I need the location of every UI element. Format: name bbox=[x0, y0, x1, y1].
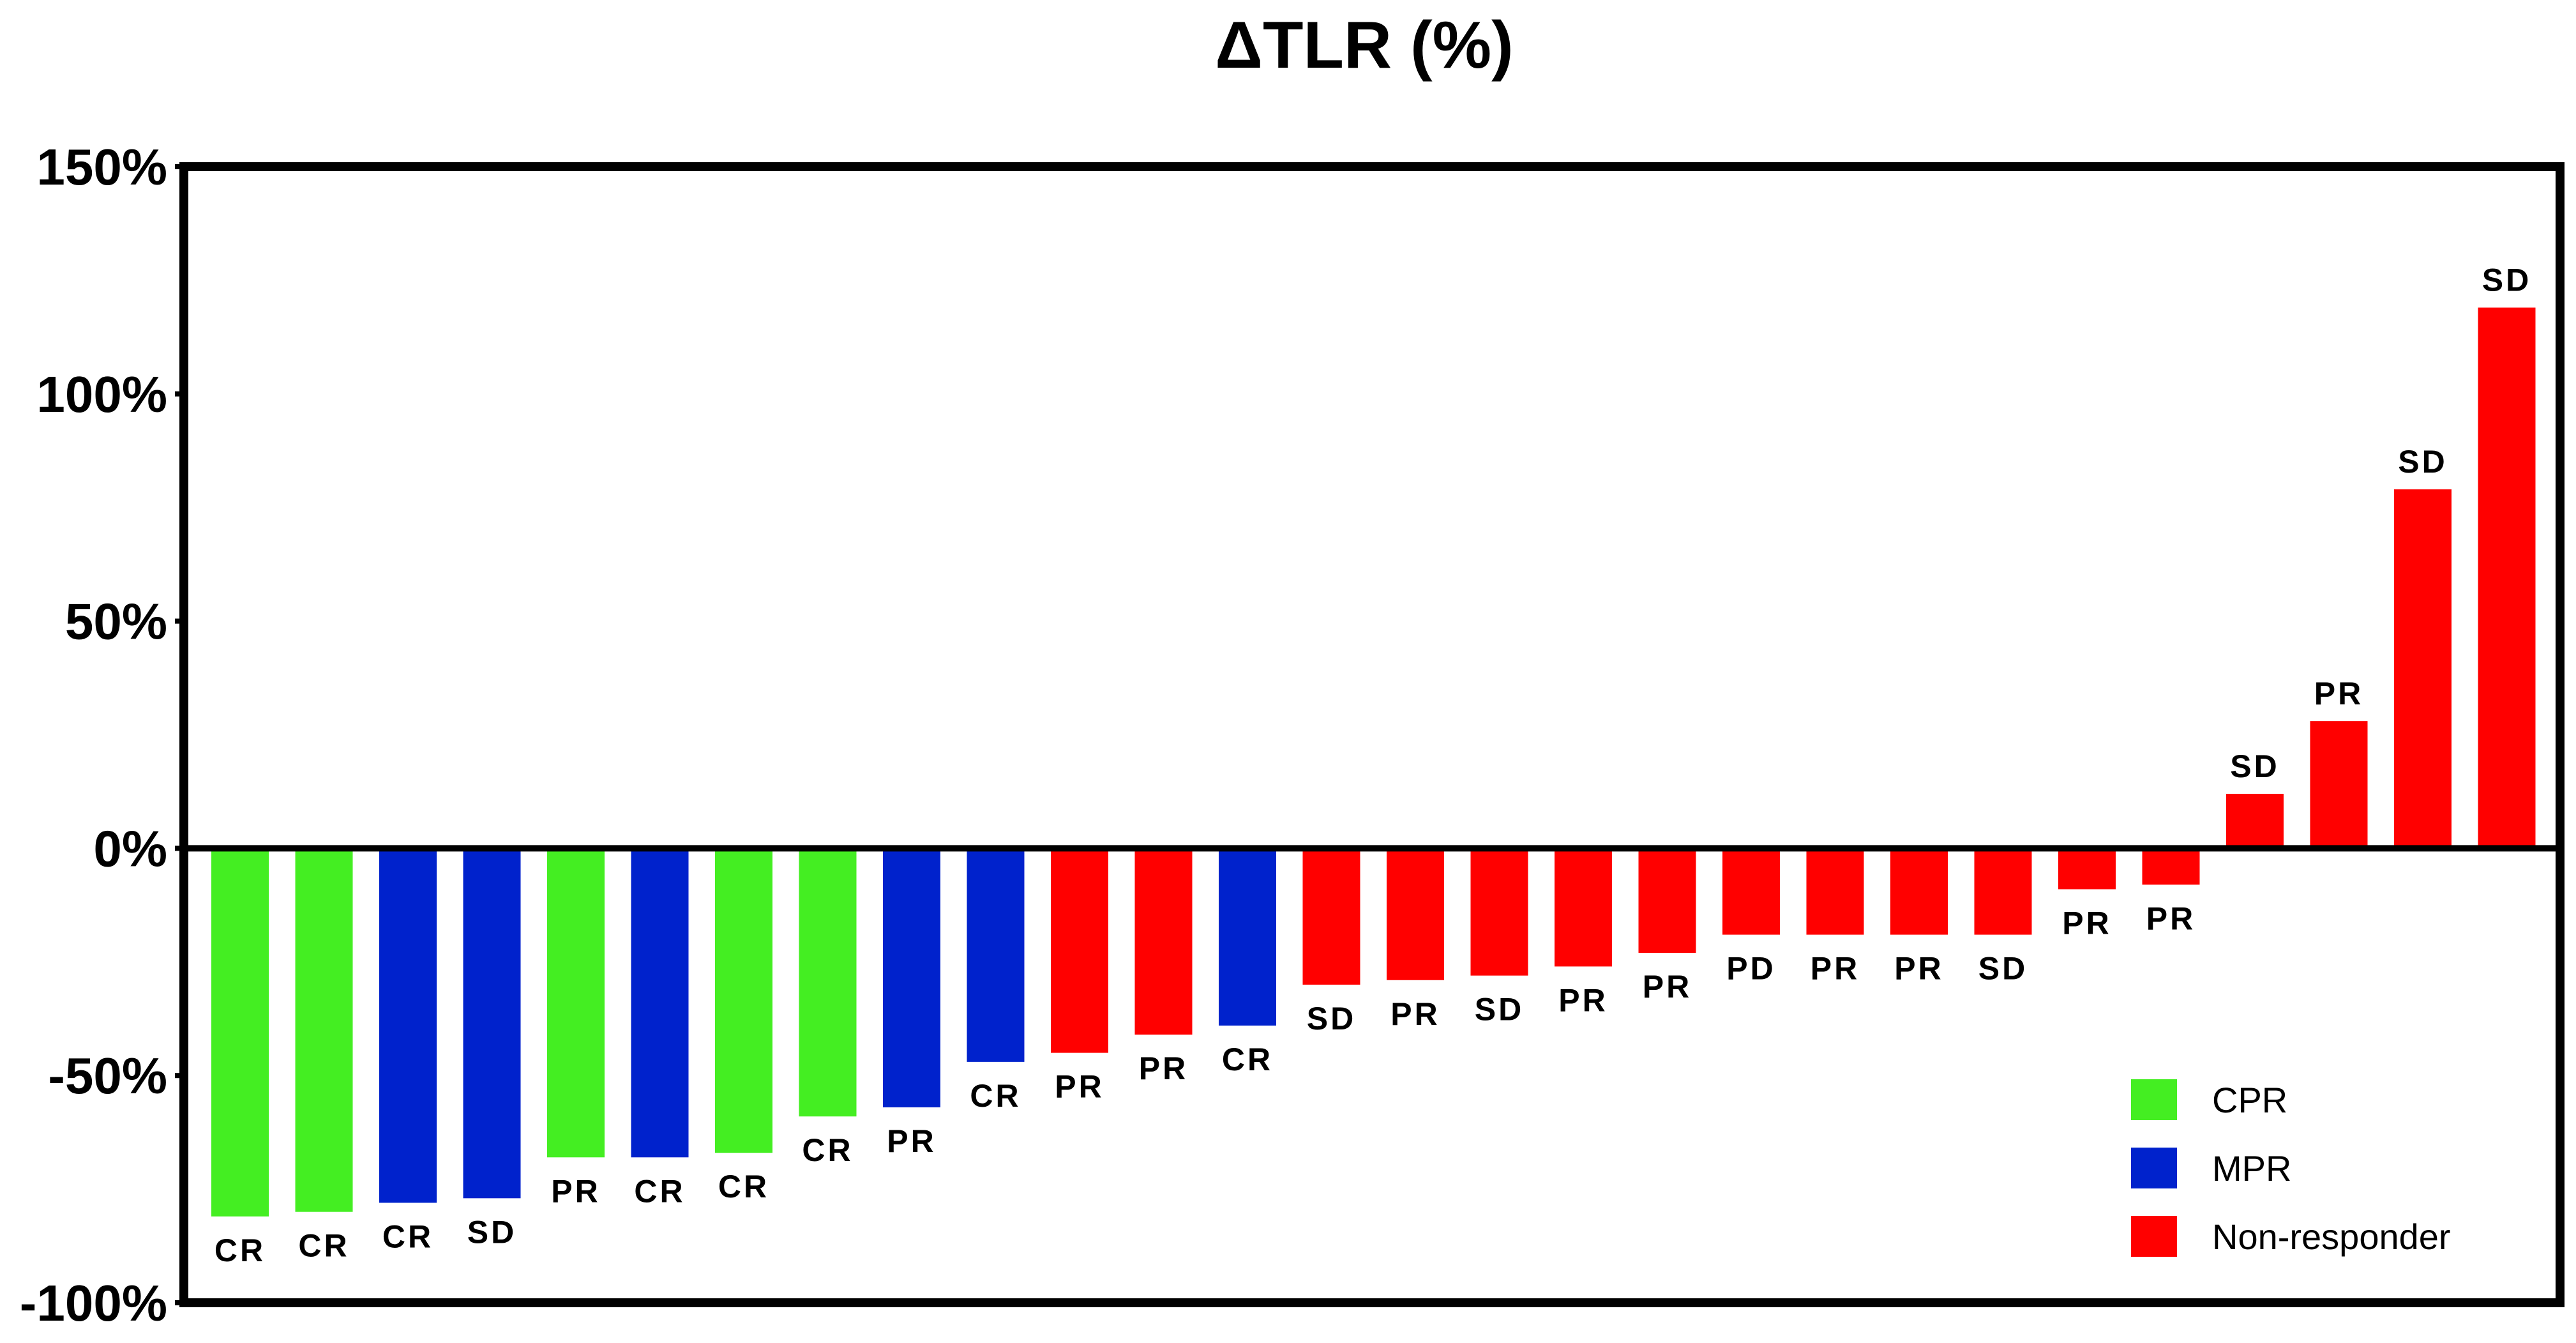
bar bbox=[1219, 848, 1276, 1026]
bar-labels-group: CR CR CR SD PR CR CR CR PR CR PR PR CR SD PR SD PR PR PD PR… bbox=[215, 262, 2531, 1268]
legend-swatch bbox=[2131, 1148, 2177, 1188]
bar-label: PR bbox=[1894, 951, 1943, 987]
bar bbox=[967, 848, 1025, 1062]
bar-label: CR bbox=[1222, 1042, 1273, 1077]
bar bbox=[211, 848, 269, 1217]
bar-label: PR bbox=[1139, 1051, 1188, 1086]
bar-label: SD bbox=[2398, 444, 2447, 480]
y-tick-label: 50% bbox=[65, 593, 167, 650]
bar-label: CR bbox=[298, 1228, 349, 1264]
bar-label: PR bbox=[1390, 996, 1440, 1032]
bar bbox=[1051, 848, 1108, 1053]
bar-label: SD bbox=[1978, 951, 2028, 987]
plot-frame bbox=[179, 162, 2565, 1307]
y-tick-label: -100% bbox=[20, 1275, 167, 1332]
y-tick-label: -50% bbox=[48, 1047, 167, 1104]
bar-label: SD bbox=[1475, 992, 1524, 1028]
bar bbox=[799, 848, 857, 1117]
bar-label: PR bbox=[2146, 900, 2196, 936]
bar bbox=[1806, 848, 1864, 935]
bar-label: CR bbox=[970, 1078, 1021, 1114]
y-tick-label: 150% bbox=[36, 139, 167, 195]
bar-label: PR bbox=[1643, 969, 1692, 1005]
bar bbox=[547, 848, 605, 1158]
bar bbox=[1555, 848, 1612, 967]
bar-label: PR bbox=[2314, 676, 2363, 711]
bar-label: SD bbox=[467, 1214, 516, 1250]
legend-swatch bbox=[2131, 1079, 2177, 1120]
bar bbox=[1134, 848, 1193, 1035]
bar bbox=[2226, 794, 2284, 849]
bar-label: PR bbox=[1811, 951, 1860, 987]
legend-label: Non-responder bbox=[2212, 1217, 2451, 1257]
bar-label: CR bbox=[634, 1173, 685, 1209]
bar bbox=[2394, 489, 2452, 849]
y-tick-label: 100% bbox=[36, 366, 167, 423]
bar-label: PR bbox=[551, 1173, 600, 1209]
bars-group bbox=[211, 307, 2536, 1217]
y-tick-label: 0% bbox=[93, 820, 167, 877]
bar-label: SD bbox=[1307, 1001, 1356, 1036]
y-axis: -100% -50% 0% 50% 100% 150% bbox=[20, 139, 184, 1332]
bar-label: SD bbox=[2482, 262, 2531, 298]
bar bbox=[1302, 848, 1360, 985]
bar bbox=[1890, 848, 1948, 935]
bar-label: PR bbox=[1055, 1069, 1104, 1105]
bar bbox=[1638, 848, 1696, 953]
bar-label: CR bbox=[215, 1233, 266, 1268]
bar bbox=[1470, 848, 1528, 976]
legend-label: CPR bbox=[2212, 1080, 2287, 1120]
bar bbox=[2058, 848, 2116, 890]
bar bbox=[463, 848, 521, 1199]
bar-label: PD bbox=[1726, 951, 1775, 987]
legend: CPR MPR Non-responder bbox=[2131, 1079, 2451, 1257]
bar bbox=[2478, 307, 2536, 849]
bar-label: CR bbox=[382, 1218, 433, 1254]
bar bbox=[1387, 848, 1444, 980]
bar-label: SD bbox=[2230, 748, 2279, 784]
legend-swatch bbox=[2131, 1216, 2177, 1257]
bar bbox=[295, 848, 353, 1212]
bar bbox=[2310, 721, 2368, 849]
bar bbox=[883, 848, 940, 1108]
bar bbox=[715, 848, 772, 1153]
legend-label: MPR bbox=[2212, 1148, 2291, 1188]
bar bbox=[379, 848, 437, 1203]
bar-label: PR bbox=[2062, 905, 2111, 941]
bar bbox=[631, 848, 689, 1158]
chart-title: ΔTLR (%) bbox=[1215, 8, 1514, 82]
bar bbox=[2142, 848, 2200, 885]
bar-label: PR bbox=[887, 1123, 936, 1159]
bar-label: CR bbox=[802, 1132, 853, 1168]
bar-label: PR bbox=[1558, 982, 1608, 1018]
bar-label: CR bbox=[718, 1169, 769, 1204]
bar bbox=[1722, 848, 1780, 935]
bar bbox=[1974, 848, 2032, 935]
